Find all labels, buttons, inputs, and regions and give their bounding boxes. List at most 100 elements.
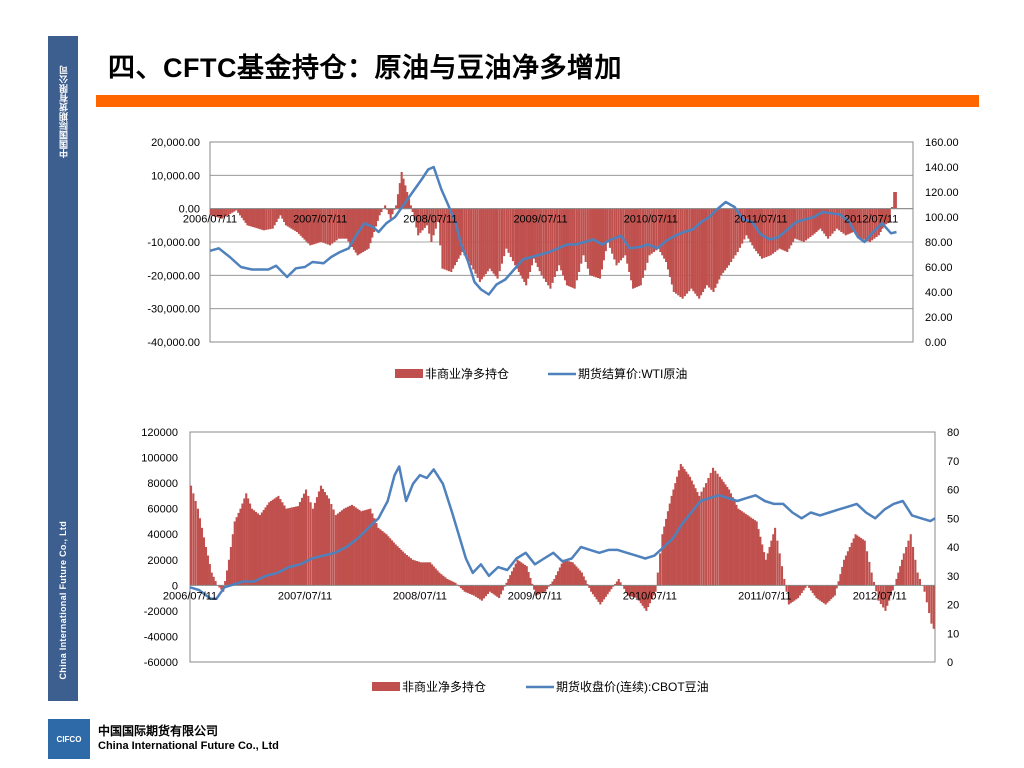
bar xyxy=(839,574,842,586)
bar xyxy=(312,208,315,245)
bar xyxy=(419,562,423,586)
bar xyxy=(918,578,922,586)
bar xyxy=(728,489,731,586)
bar xyxy=(835,208,838,229)
bar xyxy=(367,509,370,586)
bar xyxy=(556,571,560,586)
bar xyxy=(593,208,596,277)
legend-label: 期货收盘价(连续):CBOT豆油 xyxy=(556,679,709,694)
left-axis-tick-label: 120000 xyxy=(141,427,178,439)
bar xyxy=(804,585,807,588)
bar xyxy=(360,511,363,586)
bar xyxy=(486,585,490,594)
bar xyxy=(850,208,853,233)
bar xyxy=(856,208,859,236)
bar xyxy=(666,511,669,586)
bar xyxy=(252,510,256,586)
bar xyxy=(438,572,441,586)
bar xyxy=(429,562,432,586)
bar xyxy=(577,568,580,586)
bar xyxy=(530,208,534,266)
left-axis-tick-label: -20,000.00 xyxy=(147,270,200,282)
left-axis-tick-label: -20000 xyxy=(144,606,178,618)
bar xyxy=(610,585,613,590)
bar xyxy=(612,585,615,587)
bar xyxy=(648,208,651,256)
bar xyxy=(606,585,609,595)
bar xyxy=(523,208,526,282)
bar xyxy=(226,570,229,586)
bar xyxy=(907,540,910,586)
bar xyxy=(251,208,254,227)
bar xyxy=(349,208,352,245)
bar xyxy=(688,476,692,586)
bar xyxy=(320,208,323,242)
bar xyxy=(883,208,886,226)
bar xyxy=(534,208,537,263)
bar xyxy=(465,585,468,593)
bar xyxy=(868,561,871,586)
bar xyxy=(298,501,302,586)
bar xyxy=(392,542,395,586)
bar xyxy=(363,510,366,586)
bar xyxy=(445,208,448,271)
bar xyxy=(630,208,633,281)
bar xyxy=(417,208,420,236)
bar xyxy=(687,474,690,586)
bar xyxy=(553,208,556,277)
bar xyxy=(645,585,648,611)
bar xyxy=(580,572,583,586)
bar xyxy=(665,208,668,262)
x-axis-tick-label: 2009/07/11 xyxy=(513,214,567,226)
bar xyxy=(484,585,487,597)
bar xyxy=(494,585,497,596)
bar xyxy=(602,585,606,600)
bar xyxy=(672,208,675,292)
bar xyxy=(736,208,739,252)
bar xyxy=(782,208,785,251)
right-axis-tick-label: 20.00 xyxy=(925,312,953,324)
bar xyxy=(890,207,894,209)
bar xyxy=(879,585,882,605)
bar xyxy=(478,585,481,600)
left-axis-tick-label: 80000 xyxy=(147,478,178,490)
bar xyxy=(856,535,859,586)
footer-company-cn: 中国国际期货有限公司 xyxy=(98,724,219,738)
bar xyxy=(371,513,374,586)
bar xyxy=(378,208,381,216)
bar xyxy=(235,208,238,211)
bar xyxy=(326,208,329,245)
bar xyxy=(334,515,337,586)
bar xyxy=(387,208,390,215)
bar xyxy=(648,585,652,604)
bar xyxy=(288,208,291,228)
bar xyxy=(210,208,213,216)
bar xyxy=(634,585,637,598)
bar xyxy=(223,208,226,218)
bar xyxy=(448,579,451,586)
bar xyxy=(846,551,849,586)
bar xyxy=(436,208,440,222)
bar xyxy=(800,208,803,242)
bar xyxy=(417,561,421,586)
bar xyxy=(886,585,889,606)
bar xyxy=(482,208,485,277)
bar xyxy=(358,509,361,586)
bar xyxy=(474,208,477,274)
bar xyxy=(841,566,844,586)
bar xyxy=(242,208,245,221)
bar xyxy=(694,208,697,294)
bar xyxy=(789,585,792,604)
bar xyxy=(376,208,379,221)
bar xyxy=(774,527,777,586)
bar xyxy=(831,208,834,234)
bar xyxy=(290,208,293,229)
bar xyxy=(885,208,888,225)
bar xyxy=(665,518,668,586)
bar xyxy=(259,208,262,230)
bar xyxy=(243,498,246,586)
bar xyxy=(632,585,635,598)
bar xyxy=(531,583,534,586)
bar xyxy=(731,497,734,586)
bar xyxy=(743,208,746,240)
